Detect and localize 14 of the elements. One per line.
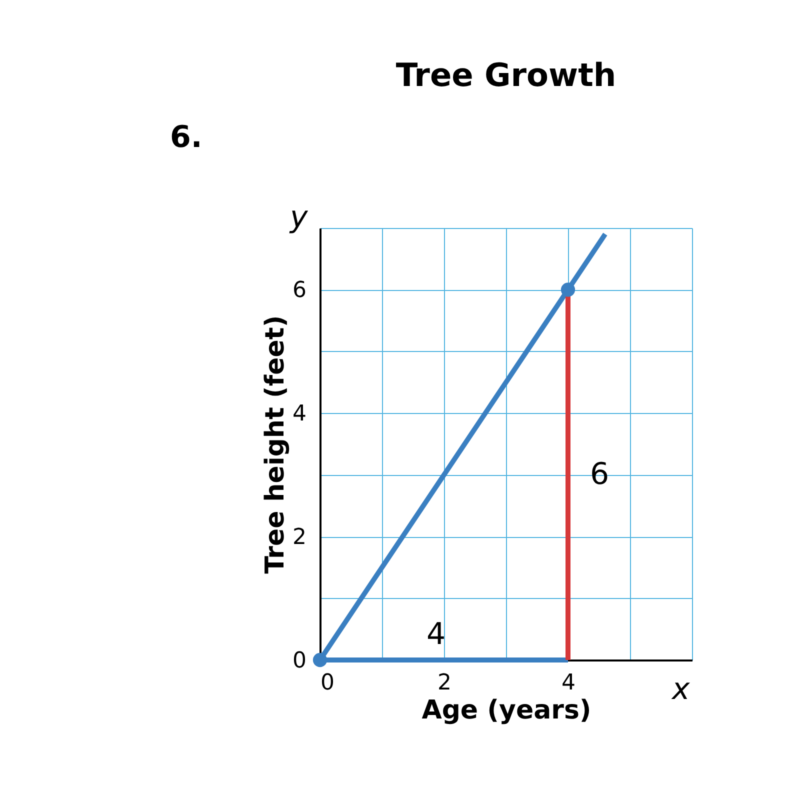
y-tick-label: 2 [292, 525, 306, 550]
x-axis-title: Age (years) [422, 696, 592, 726]
y-tick-label: 4 [292, 402, 306, 427]
x-tick-label: 0 [320, 670, 334, 696]
y-tick-label: 0 [292, 648, 306, 674]
x-tick-label: 4 [562, 670, 576, 696]
text: y [289, 200, 309, 235]
text: 6. [170, 120, 202, 155]
y-axis-title: Tree height (feet) [260, 315, 291, 574]
annotation: 4 [426, 617, 446, 652]
x-tick-label: 2 [438, 670, 452, 696]
text: x [671, 672, 690, 707]
chart-title: Tree Growth [396, 56, 616, 94]
y-tick-label: 6 [292, 278, 306, 304]
